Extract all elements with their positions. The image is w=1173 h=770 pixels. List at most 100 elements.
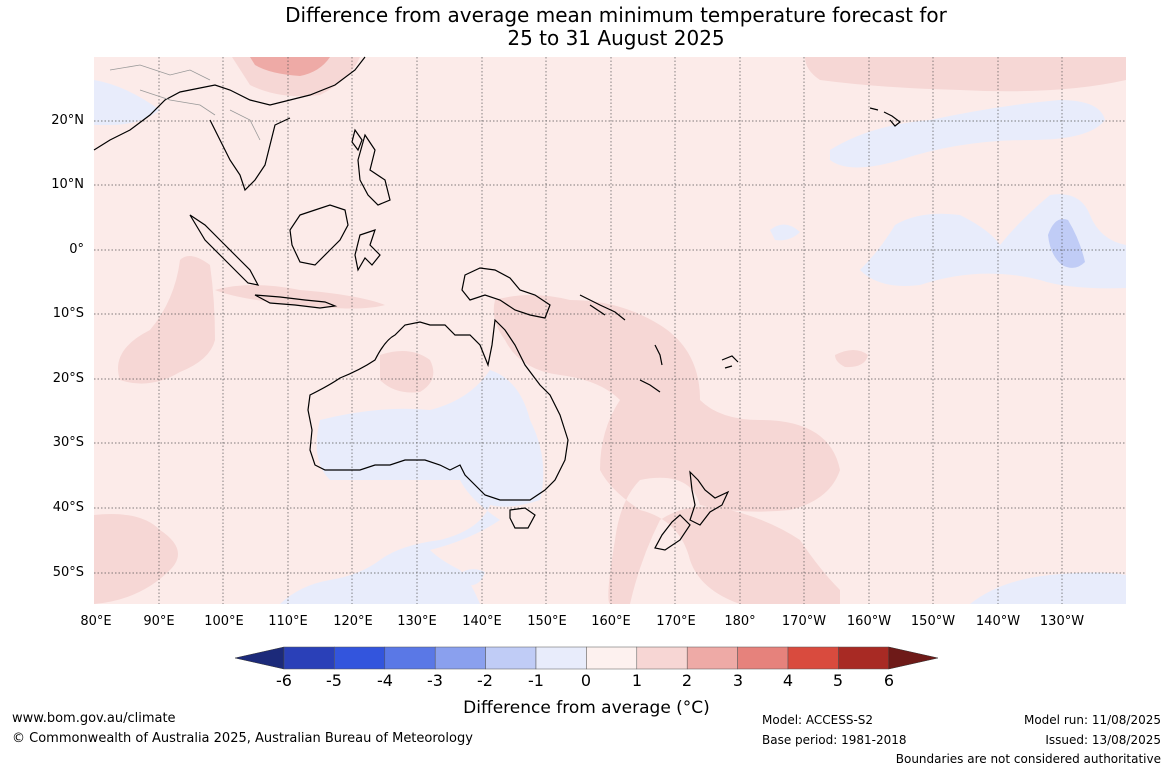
warmer-patch-north-china [250,57,330,76]
colorbar-segment [586,646,638,670]
colorbar-segment [384,646,436,670]
lon-label-120e: 120°E [333,614,373,629]
colorbar-arrow-high [888,646,939,670]
lon-label-140e: 140°E [462,614,502,629]
title-line-1: Difference from average mean minimum tem… [285,3,947,27]
colorbar-segment [283,646,335,670]
website-text: www.bom.gov.au/climate [12,711,176,726]
borneo-coastline [289,204,349,266]
colorbar-segment [838,646,890,670]
colorbar-segment [686,646,738,670]
lon-label-150w: 150°W [910,614,956,629]
asia-mainland-coastline [93,56,366,192]
lon-label-100e: 100°E [204,614,244,629]
colorbar-tick: 5 [832,671,844,690]
colorbar-segment [737,646,789,670]
lon-label-110e: 110°E [268,614,308,629]
colorbar-segment [787,646,839,670]
tasmania-coastline [509,507,536,529]
warm-patch-southwest [94,514,178,604]
cool-patch-small-1 [770,224,800,241]
colorbar-tick: 6 [883,671,895,690]
colorbar-tick: -4 [377,671,393,690]
colorbar-tick: -3 [427,671,443,690]
lon-label-80e: 80°E [80,614,112,629]
colorbar-tick: -6 [276,671,292,690]
philippines-coastline [357,133,391,206]
lat-label-40s: 40°S [52,500,84,515]
title-line-2: 25 to 31 August 2025 [507,26,725,50]
cool-patch-west [94,80,160,125]
colorbar-tick: 2 [681,671,693,690]
lon-label-90e: 90°E [143,614,175,629]
colorbar-tick: -1 [528,671,544,690]
colorbar-segment [434,646,486,670]
base-period-text: Base period: 1981-2018 [762,733,907,747]
colorbar-segment [636,646,688,670]
colorbar-tick: -5 [326,671,342,690]
graticule [94,57,1126,604]
sulawesi-coastline [354,229,381,272]
lon-label-140w: 140°W [975,614,1021,629]
java-coastline [254,294,338,309]
warm-patch-nw-australia [380,351,434,393]
colorbar-tick: 4 [782,671,794,690]
lon-label-130w: 130°W [1039,614,1085,629]
lat-label-50s: 50°S [52,565,84,580]
colorbar-arrow-low [234,646,285,670]
hawaii-coastline [869,107,901,127]
lon-label-130e: 130°E [397,614,437,629]
fiji-coastline [721,355,739,369]
taiwan-coastline [351,128,363,152]
lon-label-160w: 160°W [846,614,892,629]
warm-patch-pacific-small [835,350,868,368]
cool-patch-small-2 [458,569,485,586]
new-zealand-south-coastline [654,514,691,551]
vanuatu-coastline [654,344,663,366]
lon-label-170e: 170°E [656,614,696,629]
colorbar-tick: 0 [580,671,592,690]
warm-patch-indonesia [215,285,385,309]
issued-text: Issued: 13/08/2025 [1045,733,1161,747]
colorbar-label: Difference from average (°C) [463,698,710,718]
sumatra-coastline [189,214,260,286]
new-zealand-north-coastline [689,470,730,526]
warm-patch-north-pacific [805,57,1126,92]
model-run-text: Model run: 11/08/2025 [1023,713,1161,727]
lat-label-30s: 30°S [52,435,84,450]
new-guinea-coastline [461,267,551,319]
lon-label-150e: 150°E [527,614,567,629]
new-caledonia-coastline [639,379,661,393]
country-borders [109,64,261,141]
colorbar-segment [485,646,537,670]
solomon-islands-coastline [579,294,626,321]
cool-patch-australia [280,370,544,604]
colorbar-segments [234,646,939,670]
cool-patch-southeast [970,572,1126,604]
cooler-patch-pacific [1048,219,1085,268]
colorbar-segment [535,646,587,670]
cool-patch-north-pacific [830,100,1105,168]
colorbar-tick: 1 [631,671,643,690]
coastlines [93,56,901,551]
lon-label-160e: 160°E [591,614,631,629]
warm-patch-indian-ocean [118,256,215,384]
lat-label-20n: 20°N [51,113,84,128]
boundaries-disclaimer: Boundaries are not considered authoritat… [895,752,1161,766]
colorbar-tick: 3 [732,671,744,690]
cool-patch-equatorial-pacific [860,194,1126,289]
copyright-text: © Commonwealth of Australia 2025, Austra… [12,731,473,746]
australia-coastline [307,318,569,501]
map-title: Difference from average mean minimum tem… [0,4,1173,50]
lon-label-170w: 170°W [781,614,827,629]
warm-patch-new-guinea [493,295,840,604]
model-text: Model: ACCESS-S2 [762,713,874,727]
lat-label-10s: 10°S [52,306,84,321]
colorbar-tick: -2 [477,671,493,690]
lat-label-10n: 10°N [51,177,84,192]
lon-label-180: 180° [724,614,756,629]
colorbar-segment [334,646,386,670]
lat-label-20s: 20°S [52,371,84,386]
